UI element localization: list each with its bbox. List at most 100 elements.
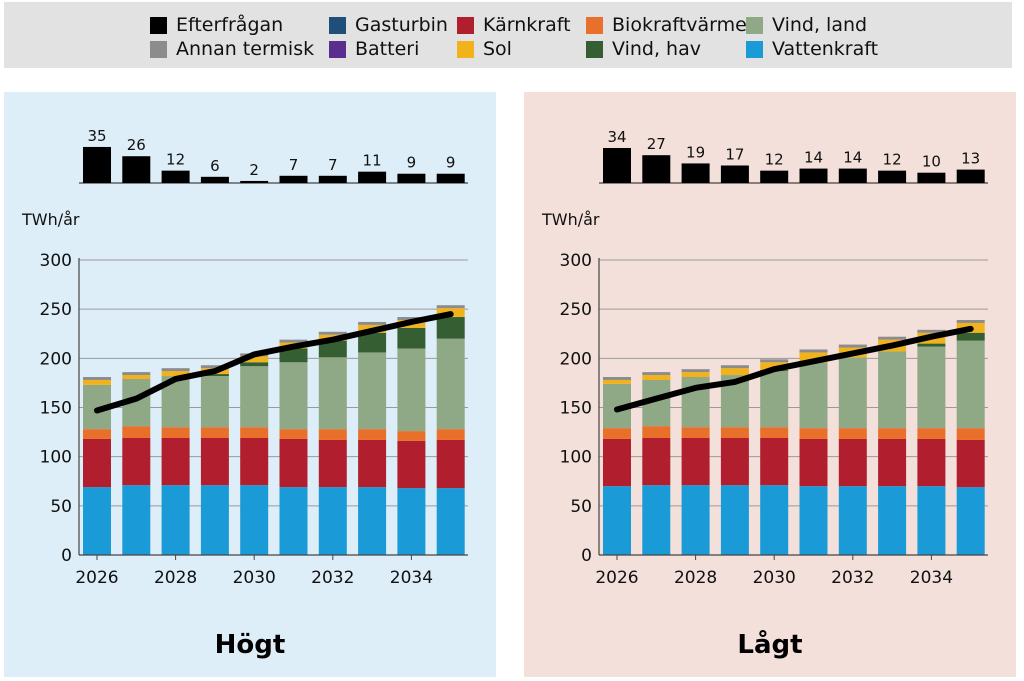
bar-karnkraft [397, 440, 426, 489]
x-tick-label: 2030 [753, 568, 796, 588]
legend-label: Efterfrågan [176, 14, 284, 36]
top-bar-label: 26 [127, 136, 146, 154]
bar-biokraftvarme [681, 427, 710, 438]
bar-karnkraft [122, 437, 151, 486]
top-bar-label: 2 [249, 161, 259, 179]
bar-vattenkraft [878, 486, 907, 555]
y-tick-label: 50 [570, 497, 592, 517]
bar-annan-termisk [161, 368, 190, 372]
y-tick-label: 300 [560, 251, 592, 271]
top-bar-label: 14 [843, 149, 862, 167]
bar-karnkraft [917, 438, 946, 487]
chart-panel-hogt: 35 26 12 6 2 7 7 11 9 9 TWh/år 0 50 100 150 200 250 300 20… [4, 92, 496, 677]
bar-karnkraft [681, 437, 710, 486]
y-tick-label: 50 [50, 497, 72, 517]
top-bar [122, 156, 151, 183]
bar-karnkraft [161, 437, 190, 486]
bar-annan-termisk [681, 369, 710, 373]
bar-biokraftvarme [838, 428, 867, 439]
bar-biokraftvarme [878, 428, 907, 439]
bar-biokraftvarme [279, 429, 308, 439]
top-bar [358, 171, 387, 183]
y-tick-label: 150 [560, 399, 592, 419]
legend-swatch [150, 41, 167, 58]
top-bar [318, 175, 347, 183]
bar-vind-land [436, 338, 465, 430]
legend-swatch [586, 17, 603, 34]
legend-swatch [457, 17, 474, 34]
legend-swatch [586, 41, 603, 58]
bar-vattenkraft [917, 486, 946, 555]
top-bar-label: 10 [922, 153, 941, 171]
top-bar [917, 172, 946, 183]
y-tick-label: 300 [40, 251, 72, 271]
bar-biokraftvarme [436, 429, 465, 440]
top-bar-label: 9 [446, 154, 456, 172]
bar-sol [240, 356, 269, 363]
bar-vind-land [397, 348, 426, 432]
series-line-efterfragan [94, 311, 454, 414]
bar-biokraftvarme [358, 429, 387, 440]
legend-swatch [457, 41, 474, 58]
bar-annan-termisk [83, 377, 111, 380]
bar-karnkraft [760, 437, 789, 486]
bar-biokraftvarme [200, 427, 229, 438]
bar-vattenkraft [760, 485, 789, 555]
bar-annan-termisk [720, 365, 749, 369]
legend-swatch [329, 41, 346, 58]
chart-svg: 34 27 19 17 12 14 14 12 10 13 TWh/år 0 50 100 150 200 25… [541, 128, 988, 660]
legend: Efterfrågan Annan termisk Gasturbin Batteri… [4, 2, 1012, 68]
bar-vattenkraft [161, 485, 190, 555]
bar-annan-termisk [397, 317, 426, 320]
bar-karnkraft [799, 438, 828, 487]
top-bar-label: 13 [961, 150, 980, 168]
bar-annan-termisk [122, 372, 151, 376]
bar-vind-hav [917, 343, 946, 347]
y-axis-label: TWh/år [541, 210, 600, 229]
bar-vind-land [917, 346, 946, 429]
top-bar-label: 35 [87, 127, 106, 145]
top-bar [603, 147, 631, 183]
y-tick-label: 0 [581, 546, 592, 566]
top-bar-label: 12 [765, 151, 784, 169]
bar-sol [799, 352, 828, 363]
bar-sol [681, 372, 710, 378]
legend-label: Sol [483, 38, 512, 60]
bar-karnkraft [956, 439, 985, 488]
x-tick-label: 2032 [311, 568, 354, 588]
bar-vind-hav [956, 332, 985, 341]
y-tick-label: 150 [40, 399, 72, 419]
legend-label: Vind, hav [612, 38, 701, 60]
top-bar-label: 9 [407, 154, 417, 172]
bar-biokraftvarme [83, 429, 111, 439]
bar-vattenkraft [358, 487, 387, 555]
bar-karnkraft [200, 437, 229, 486]
bar-karnkraft [318, 439, 347, 488]
bar-vattenkraft [642, 485, 671, 555]
bar-biokraftvarme [122, 426, 151, 438]
bar-vind-land [878, 351, 907, 429]
bar-karnkraft [642, 437, 671, 486]
bar-karnkraft [279, 438, 308, 488]
bar-annan-termisk [279, 339, 308, 343]
bar-vind-hav [436, 317, 465, 339]
bar-annan-termisk [603, 377, 631, 380]
top-bar [200, 176, 229, 183]
bar-biokraftvarme [642, 426, 671, 438]
x-tick-label: 2026 [75, 568, 118, 588]
legend-swatch [150, 17, 167, 34]
bar-vind-hav [279, 348, 308, 363]
bar-annan-termisk [200, 365, 229, 369]
top-bar-label: 6 [210, 157, 220, 175]
bar-karnkraft [720, 437, 749, 486]
bar-vind-land [358, 352, 387, 430]
bar-annan-termisk [436, 305, 465, 309]
top-bar [279, 175, 308, 183]
bar-vattenkraft [956, 487, 985, 555]
legend-label: Vattenkraft [772, 38, 879, 60]
bar-vattenkraft [799, 486, 828, 555]
x-tick-label: 2028 [674, 568, 717, 588]
top-bar-label: 17 [725, 145, 744, 163]
bar-vind-hav [240, 362, 269, 367]
y-tick-label: 200 [40, 349, 72, 369]
